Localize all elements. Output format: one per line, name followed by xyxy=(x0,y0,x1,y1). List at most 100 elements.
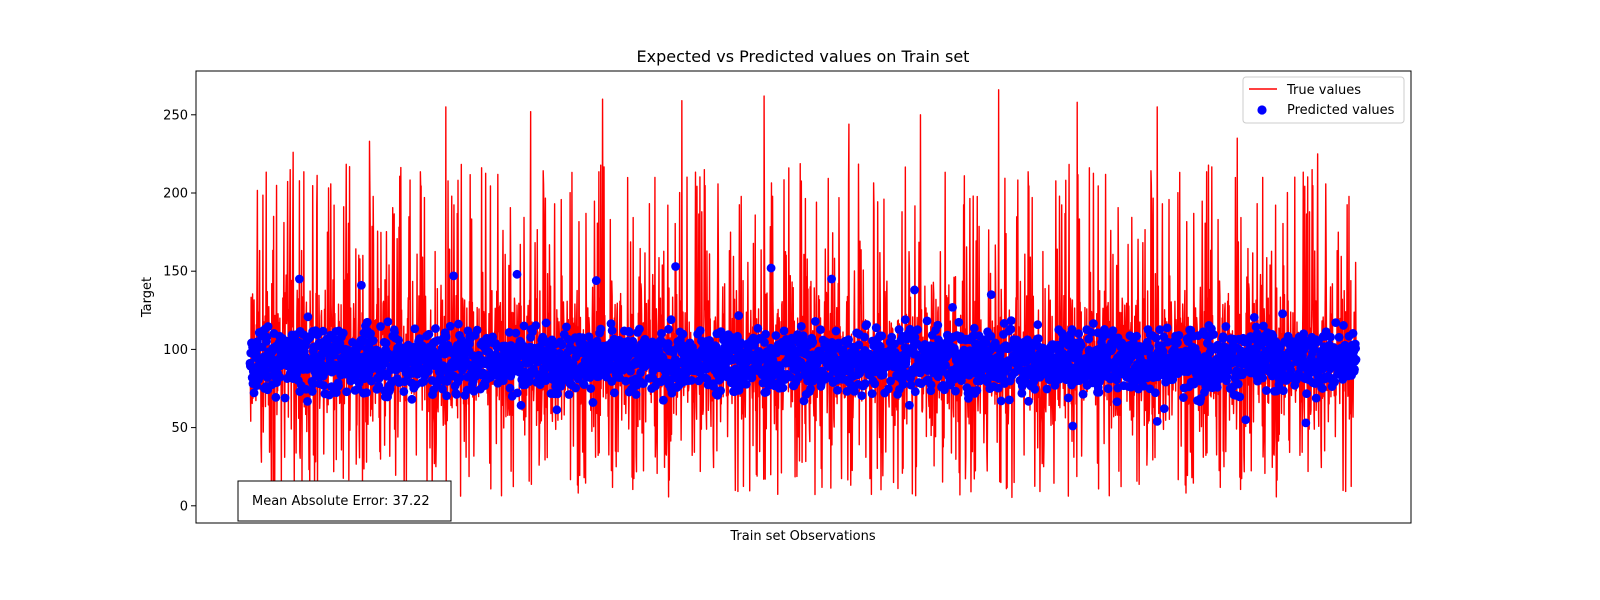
predicted-point xyxy=(671,262,680,271)
predicted-point xyxy=(469,386,479,396)
predicted-point xyxy=(280,393,290,403)
predicted-point xyxy=(778,383,788,393)
predicted-point xyxy=(860,332,869,342)
predicted-point xyxy=(860,379,870,389)
predicted-point xyxy=(1063,393,1073,403)
y-tick-label: 200 xyxy=(163,186,188,201)
predicted-point xyxy=(431,324,440,333)
predicted-point xyxy=(505,383,515,393)
predicted-point xyxy=(1351,355,1361,365)
predicted-point xyxy=(564,390,574,399)
predicted-point xyxy=(588,398,598,407)
predicted-point xyxy=(1068,421,1078,431)
predicted-point xyxy=(1251,322,1261,332)
predicted-point xyxy=(449,271,458,281)
predicted-point xyxy=(455,373,465,382)
predicted-point xyxy=(1142,373,1152,383)
predicted-point xyxy=(1030,384,1040,394)
predicted-point xyxy=(659,395,668,405)
series-predicted-values-points xyxy=(245,262,1361,431)
predicted-point xyxy=(695,326,705,335)
predicted-point xyxy=(399,387,409,396)
predicted-point xyxy=(1006,316,1016,326)
predicted-point xyxy=(666,315,676,325)
predicted-point xyxy=(331,388,341,398)
predicted-point xyxy=(678,329,688,339)
predicted-point xyxy=(1103,384,1113,394)
predicted-point xyxy=(716,386,725,395)
predicted-point xyxy=(900,315,910,325)
predicted-point xyxy=(808,337,818,347)
predicted-point xyxy=(922,316,932,326)
predicted-point xyxy=(779,326,789,336)
predicted-point xyxy=(1163,337,1172,347)
predicted-point xyxy=(609,388,619,398)
predicted-point xyxy=(295,274,304,284)
plot-area xyxy=(245,89,1361,499)
predicted-point xyxy=(356,280,366,290)
predicted-point xyxy=(771,331,781,340)
predicted-point xyxy=(940,385,949,395)
predicted-point xyxy=(834,338,843,348)
predicted-point xyxy=(1006,324,1016,334)
predicted-point xyxy=(362,388,371,398)
predicted-point xyxy=(1152,416,1162,426)
predicted-point xyxy=(1212,382,1222,392)
mae-annotation: Mean Absolute Error: 37.22 xyxy=(237,480,452,522)
predicted-point xyxy=(687,375,696,385)
predicted-point xyxy=(705,336,714,345)
predicted-point xyxy=(1350,364,1359,374)
predicted-point xyxy=(516,400,526,410)
predicted-point xyxy=(596,324,606,334)
mae-annotation-box xyxy=(237,480,452,522)
predicted-point xyxy=(862,320,872,329)
predicted-point xyxy=(519,321,529,331)
predicted-point xyxy=(910,332,920,342)
predicted-point xyxy=(1331,318,1341,328)
predicted-point xyxy=(424,329,434,339)
predicted-point xyxy=(394,335,404,345)
predicted-point xyxy=(1330,377,1340,387)
predicted-point xyxy=(586,384,596,393)
predicted-point xyxy=(606,319,616,329)
predicted-point xyxy=(1223,366,1233,376)
predicted-point xyxy=(512,269,522,279)
predicted-point xyxy=(381,338,391,348)
predicted-point xyxy=(303,396,312,406)
predicted-point xyxy=(1326,332,1335,342)
predicted-point xyxy=(766,263,776,273)
predicted-point xyxy=(553,389,562,399)
predicted-point xyxy=(1249,312,1259,322)
y-axis: 0 50 100 150 200 250 xyxy=(163,108,196,514)
predicted-point xyxy=(753,323,763,333)
predicted-point xyxy=(639,379,648,388)
predicted-point xyxy=(1067,325,1077,334)
predicted-point xyxy=(910,285,919,295)
predicted-point xyxy=(1318,384,1327,393)
predicted-point xyxy=(844,335,853,344)
predicted-point xyxy=(1076,340,1086,350)
predicted-point xyxy=(442,391,451,401)
plot-frame xyxy=(195,70,1412,524)
predicted-point xyxy=(741,379,751,389)
predicted-point xyxy=(898,380,908,389)
predicted-point xyxy=(1162,323,1172,333)
predicted-point xyxy=(1301,418,1311,428)
chart-title: Expected vs Predicted values on Train se… xyxy=(637,47,970,66)
predicted-point xyxy=(785,372,795,382)
predicted-point xyxy=(441,332,451,342)
predicted-point xyxy=(625,327,634,337)
predicted-point xyxy=(761,329,770,339)
mae-annotation-text: Mean Absolute Error: 37.22 xyxy=(252,494,430,509)
predicted-point xyxy=(827,274,836,284)
predicted-point xyxy=(462,385,472,395)
legend-box xyxy=(1242,76,1405,124)
legend-point-swatch xyxy=(1257,105,1267,115)
predicted-point xyxy=(607,326,617,335)
predicted-point xyxy=(886,376,895,386)
predicted-point xyxy=(913,325,922,335)
predicted-point xyxy=(982,377,992,387)
predicted-point xyxy=(571,383,581,393)
predicted-point xyxy=(376,322,385,331)
predicted-point xyxy=(926,380,936,390)
